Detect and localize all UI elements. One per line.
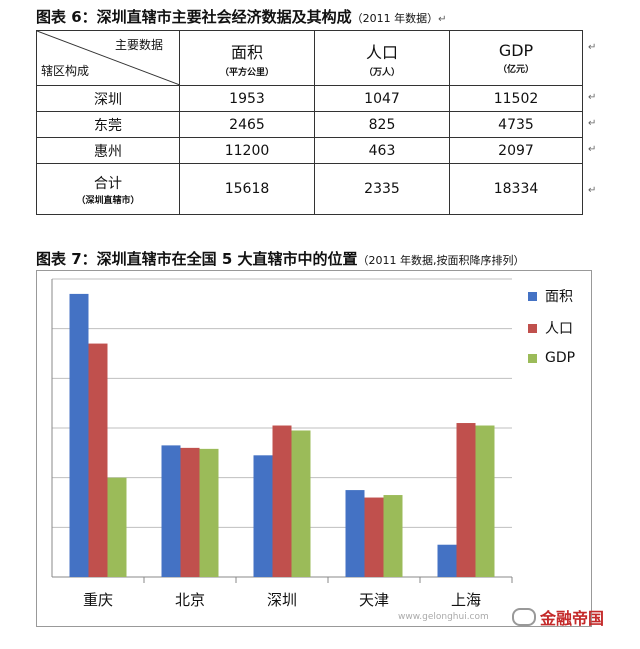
cell-value: 15618 — [179, 163, 315, 215]
cell-value: 2335 — [314, 163, 450, 215]
table-title-note: （2011 年数据） — [351, 12, 439, 25]
cell-value: 18334 — [449, 163, 583, 215]
bar-GDP — [107, 477, 127, 577]
diagonal-divider — [37, 31, 180, 85]
legend-swatch — [528, 353, 537, 363]
chart-title: 图表 7：深圳直辖市在全国 5 大直辖市中的位置（2011 年数据,按面积降序排… — [36, 250, 525, 268]
row-name: 惠州 — [36, 137, 180, 164]
watermark-text: www.gelonghui.com — [398, 612, 489, 622]
cell-value: 11200 — [179, 137, 315, 164]
bar-面积 — [437, 544, 457, 577]
chart-title-note: （2011 年数据,按面积降序排列） — [357, 254, 525, 267]
cell-value: 4735 — [449, 111, 583, 138]
bar-面积 — [253, 455, 273, 577]
bar-GDP — [291, 430, 311, 577]
stats-table: 主要数据 辖区构成 面积 （平方公里） 人口 （万人） GDP （亿元） 深圳 195… — [36, 30, 583, 215]
bar-人口 — [364, 497, 384, 577]
bar-GDP — [475, 425, 495, 577]
paragraph-mark-icon: ↵ — [588, 144, 597, 155]
paragraph-mark-icon: ↵ — [588, 118, 597, 129]
cell-value: 2465 — [179, 111, 315, 138]
chart-legend: 面积 人口 GDP — [528, 286, 575, 378]
corner-top-label: 主要数据 — [114, 38, 163, 52]
paragraph-mark-icon: ↵ — [588, 185, 597, 196]
header-area: 面积 （平方公里） — [179, 30, 315, 86]
header-gdp: GDP （亿元） — [449, 30, 583, 86]
x-tick-label: 上海 — [451, 591, 481, 609]
legend-item-population: 人口 — [528, 318, 575, 338]
row-name-total: 合计 （深圳直辖市） — [36, 163, 180, 215]
paragraph-mark-icon: ↵ — [588, 92, 597, 103]
paragraph-mark-icon: ↵ — [588, 42, 597, 53]
table-title: 图表 6：深圳直辖市主要社会经济数据及其构成（2011 年数据）↵ — [36, 8, 447, 26]
legend-swatch — [528, 323, 537, 333]
table-header-row: 主要数据 辖区构成 面积 （平方公里） 人口 （万人） GDP （亿元） — [36, 30, 583, 86]
paragraph-mark-icon: ↵ — [438, 14, 447, 25]
cell-value: 1047 — [314, 85, 450, 112]
bar-GDP — [199, 448, 219, 577]
table-row-total: 合计 （深圳直辖市） 15618 2335 18334 — [36, 163, 583, 215]
x-tick-label: 天津 — [359, 591, 389, 609]
table-row: 深圳 1953 1047 11502 — [36, 85, 583, 112]
x-tick-label: 深圳 — [267, 591, 297, 609]
bar-人口 — [88, 343, 108, 577]
bar-人口 — [272, 425, 292, 577]
chart-frame — [36, 270, 592, 627]
bar-人口 — [180, 447, 200, 577]
legend-item-area: 面积 — [528, 286, 575, 306]
row-sub-label: （深圳直辖市） — [76, 195, 140, 206]
bar-人口 — [456, 423, 476, 577]
x-tick-label: 北京 — [175, 591, 205, 609]
table-row: 东莞 2465 825 4735 — [36, 111, 583, 138]
legend-swatch — [528, 291, 537, 301]
bar-面积 — [161, 445, 181, 577]
bar-面积 — [69, 293, 89, 577]
brand-logo: 金融帝国 — [512, 605, 604, 629]
table-corner-cell: 主要数据 辖区构成 — [36, 30, 180, 86]
x-tick-label: 重庆 — [83, 591, 113, 609]
legend-item-gdp: GDP — [528, 350, 575, 366]
table-row: 惠州 11200 463 2097 — [36, 137, 583, 164]
bar-面积 — [345, 490, 365, 577]
corner-bottom-label: 辖区构成 — [41, 64, 90, 78]
header-population: 人口 （万人） — [314, 30, 450, 86]
wechat-icon — [512, 608, 536, 626]
bar-GDP — [383, 495, 403, 577]
cell-value: 11502 — [449, 85, 583, 112]
